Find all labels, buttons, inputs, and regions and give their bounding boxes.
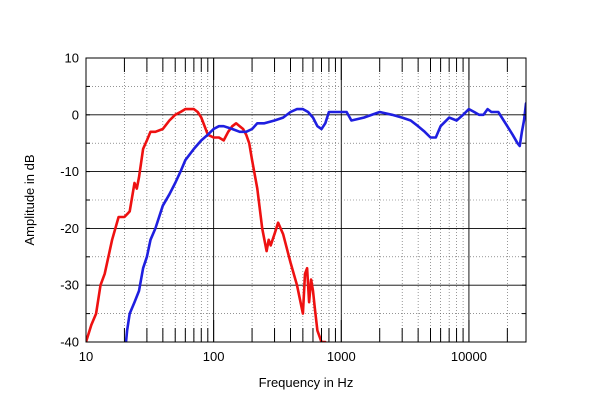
x-tick-label: 10000 — [451, 349, 487, 364]
y-tick-label: -30 — [60, 278, 79, 293]
x-axis-label: Frequency in Hz — [259, 375, 354, 390]
y-tick-label: -10 — [60, 164, 79, 179]
y-tick-label: -40 — [60, 335, 79, 350]
series-line-2 — [124, 102, 526, 342]
grid — [86, 58, 526, 342]
y-axis-label: Amplitude in dB — [22, 154, 37, 245]
curves — [86, 102, 526, 342]
x-tick-label: 1000 — [327, 349, 356, 364]
ticks — [86, 58, 526, 342]
series-line-1 — [86, 107, 327, 342]
y-tick-label: 0 — [72, 107, 79, 122]
x-tick-label: 100 — [203, 349, 225, 364]
x-tick-label: 10 — [79, 349, 93, 364]
y-tick-label: 10 — [65, 51, 79, 66]
y-tick-label: -20 — [60, 221, 79, 236]
